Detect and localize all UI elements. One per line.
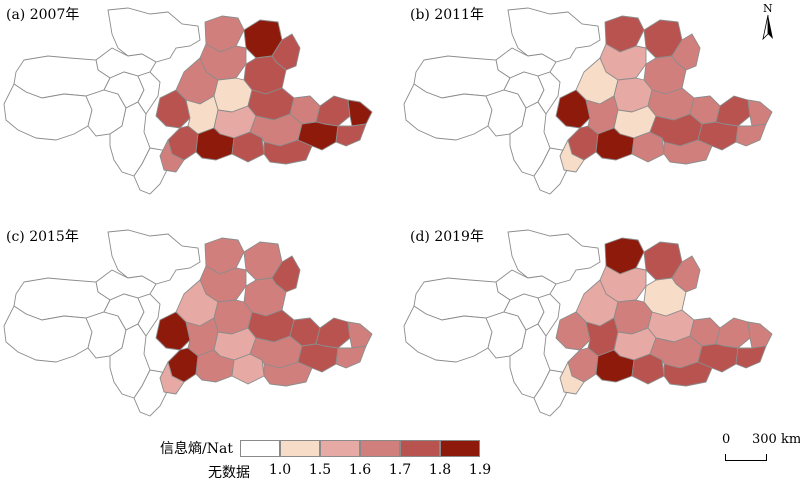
north-arrow-icon [762, 14, 773, 41]
map-region-nodata [413, 55, 511, 99]
map-region-nodata [137, 71, 161, 115]
legend-tick-3: 1.6 [348, 462, 372, 478]
map-region-nodata [507, 229, 601, 285]
map-region [747, 321, 773, 349]
panel-label-2019: (d) 2019年 [410, 229, 484, 245]
map-panel-2011: (b) 2011年 [400, 0, 800, 222]
legend-swatch-1 [280, 440, 320, 457]
map-panel-2019: (d) 2019年 [400, 222, 800, 444]
scale-bar-distance: 300 km [752, 432, 800, 447]
map-region [263, 361, 313, 387]
map-region [315, 95, 351, 127]
map-panel-2015: (c) 2015年 [0, 222, 400, 444]
map-region [559, 139, 585, 173]
map-region [663, 139, 713, 165]
map-region [663, 361, 713, 387]
scale-bar-line [725, 454, 767, 461]
map-region-nodata [507, 7, 601, 63]
map-region [715, 95, 751, 127]
map-region [335, 123, 367, 147]
map-region-group [155, 15, 373, 173]
north-arrow-letter: N [763, 2, 773, 15]
map-region [555, 89, 591, 129]
map-region-nodata [537, 71, 561, 115]
map-region-nodata [13, 55, 111, 99]
map-panel-2007: (a) 2007年 [0, 0, 400, 222]
legend-swatch-4 [400, 440, 440, 457]
map-region [715, 317, 751, 349]
legend-tick-5: 1.8 [428, 462, 452, 478]
north-arrow: N [758, 2, 778, 42]
panel-label-2015: (c) 2015年 [6, 229, 79, 245]
legend-title: 信息熵/Nat [160, 441, 233, 457]
legend-no-data-label: 无数据 [208, 465, 250, 481]
map-region-nodata [537, 293, 561, 337]
map-region [735, 345, 767, 369]
map-region-nodata [137, 293, 161, 337]
scale-bar: 0 300 km [722, 432, 800, 462]
legend-swatch-0 [240, 440, 280, 457]
map-nodata-group [3, 7, 201, 195]
map-region-nodata [413, 277, 511, 321]
map-region [155, 311, 191, 351]
map-region [159, 361, 185, 395]
map-region-group [555, 15, 773, 173]
map-region [559, 361, 585, 395]
map-region [347, 99, 373, 127]
panel-label-2007: (a) 2007年 [6, 7, 80, 23]
map-region [335, 345, 367, 369]
legend-swatch-2 [320, 440, 360, 457]
map-nodata-group [403, 229, 601, 417]
map-region [263, 139, 313, 165]
map-region [747, 99, 773, 127]
legend: 信息熵/Nat 无数据 1.0 1.5 1.6 1.7 1.8 1.9 [160, 436, 500, 482]
map-region [735, 123, 767, 147]
legend-tick-4: 1.7 [388, 462, 412, 478]
legend-swatch-5 [440, 440, 480, 457]
map-nodata-group [403, 7, 601, 195]
map-region [315, 317, 351, 349]
legend-tick-2: 1.5 [308, 462, 332, 478]
map-region-nodata [107, 229, 201, 285]
map-region [347, 321, 373, 349]
map-region-nodata [107, 7, 201, 63]
panel-label-2011: (b) 2011年 [410, 7, 484, 23]
scale-bar-zero: 0 [722, 432, 731, 447]
legend-tick-6: 1.9 [468, 462, 492, 478]
map-region [155, 89, 191, 129]
legend-tick-1: 1.0 [268, 462, 292, 478]
legend-swatch-3 [360, 440, 400, 457]
map-svg-2019 [403, 229, 773, 417]
map-region-group [555, 237, 773, 395]
map-region-nodata [13, 277, 111, 321]
map-svg-2015 [3, 229, 373, 417]
map-svg-2011 [403, 7, 773, 195]
map-svg-2007 [3, 7, 373, 195]
map-region [159, 139, 185, 173]
map-region [555, 311, 591, 351]
map-region-group [155, 237, 373, 395]
